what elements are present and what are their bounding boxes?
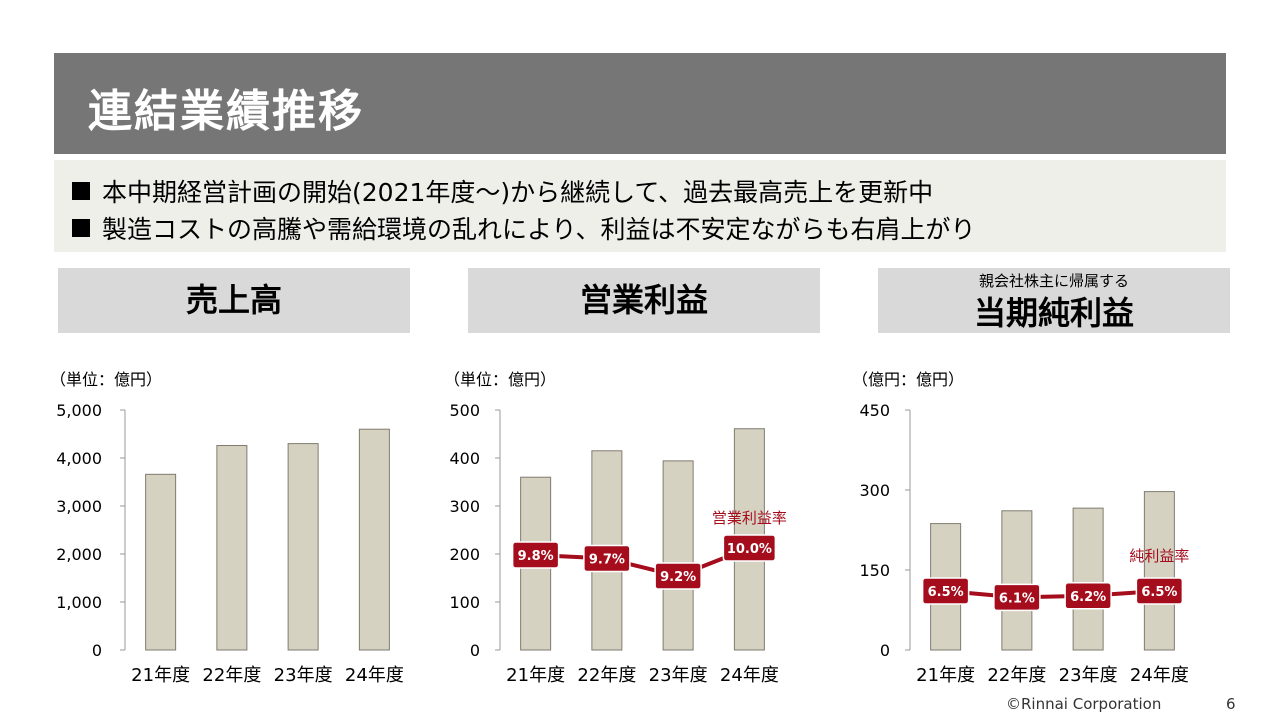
net-profit-chart: 0 150 300 450 21年度 22年度 23年度 24年度 6.5% 6.1% 6.2% 6.… <box>859 401 1189 686</box>
op-panel-title: 営業利益 <box>579 281 708 319</box>
y-tick-label: 150 <box>859 561 890 580</box>
y-tick-label: 300 <box>859 481 890 500</box>
y-tick-label: 5,000 <box>56 401 102 420</box>
y-tick-label: 0 <box>470 641 480 660</box>
bullet-1: 本中期経営計画の開始(2021年度～)から継続して、過去最高売上を更新中 <box>72 173 933 209</box>
rate-point <box>1064 582 1112 610</box>
rate-data-label: 6.5% <box>928 585 964 600</box>
bar <box>662 460 694 651</box>
rate-point <box>511 541 560 569</box>
square-bullet-icon <box>72 182 90 200</box>
y-tick-label: 3,000 <box>56 497 102 516</box>
rate-series-name: 営業利益率 <box>712 509 787 527</box>
rate-data-label: 6.1% <box>999 591 1035 606</box>
y-tick-label: 400 <box>449 449 480 468</box>
rate-point <box>993 583 1041 612</box>
rate-data-label: 6.5% <box>1141 585 1177 600</box>
title-bar: 連結業績推移 <box>54 53 1226 154</box>
y-tick-label: 200 <box>449 545 480 564</box>
square-bullet-icon <box>72 219 90 237</box>
y-tick-label: 100 <box>449 593 480 612</box>
x-tick-label: 22年度 <box>987 665 1046 686</box>
x-tick-label: 24年度 <box>720 665 779 686</box>
rate-data-label: 9.8% <box>518 549 554 564</box>
x-tick-label: 23年度 <box>1059 665 1118 686</box>
y-tick-label: 1,000 <box>56 593 102 612</box>
rate-series-name: 純利益率 <box>1129 547 1189 565</box>
op-panel-header: 営業利益 <box>468 268 820 333</box>
y-tick-label: 500 <box>449 401 480 420</box>
summary-box: 本中期経営計画の開始(2021年度～)から継続して、過去最高売上を更新中 製造コ… <box>54 160 1226 252</box>
rate-point <box>654 562 702 590</box>
bullet-1-text: 本中期経営計画の開始(2021年度～)から継続して、過去最高売上を更新中 <box>102 178 934 207</box>
sales-panel-title: 売上高 <box>185 281 282 319</box>
sales-panel-header: 売上高 <box>58 268 410 333</box>
x-tick-label: 23年度 <box>649 665 708 686</box>
rate-line <box>535 546 751 579</box>
x-tick-label: 24年度 <box>1130 665 1189 686</box>
x-tick-label: 24年度 <box>345 665 404 686</box>
rate-point <box>1135 577 1184 605</box>
x-tick-label: 23年度 <box>274 665 333 686</box>
page-number: 6 <box>1226 695 1236 713</box>
x-tick-label: 22年度 <box>202 665 261 686</box>
rate-line <box>945 589 1160 600</box>
bar <box>216 445 248 651</box>
y-tick-label: 300 <box>449 497 480 516</box>
net-panel-title: 当期純利益 <box>973 294 1134 332</box>
x-tick-label: 21年度 <box>916 665 975 686</box>
rate-data-label: 10.0% <box>727 542 772 557</box>
rate-point <box>921 577 970 605</box>
x-tick-label: 22年度 <box>577 665 636 686</box>
bullet-2-text: 製造コストの高騰や需給環境の乱れにより、利益は不安定ながらも右肩上がり <box>102 215 976 244</box>
y-tick-label: 4,000 <box>56 449 102 468</box>
sales-chart: 0 1,000 2,000 3,000 4,000 5,000 21年度 22年度 23年度 24… <box>56 401 404 686</box>
rate-point <box>583 544 631 573</box>
net-unit-label: （億円：億円） <box>852 370 965 389</box>
copyright: ©Rinnai Corporation <box>1006 695 1162 713</box>
x-tick-label: 21年度 <box>506 665 565 686</box>
operating-profit-chart: 0 100 200 300 400 500 21年度 22年度 23年度 24年度 9.8% 9.7%… <box>449 401 787 686</box>
bar <box>358 428 390 651</box>
x-tick-label: 21年度 <box>131 665 190 686</box>
bar <box>1001 510 1033 651</box>
op-unit-label: （単位：億円） <box>444 370 557 389</box>
bar <box>1072 507 1104 651</box>
y-tick-label: 2,000 <box>56 545 102 564</box>
y-tick-label: 0 <box>92 641 102 660</box>
net-panel-header: 親会社株主に帰属する 当期純利益 <box>878 268 1230 333</box>
rate-data-label: 6.2% <box>1070 590 1106 605</box>
rate-point <box>722 534 777 562</box>
sales-unit-label: （単位：億円） <box>50 370 163 389</box>
net-panel-subtitle: 親会社株主に帰属する <box>978 272 1129 290</box>
y-tick-label: 0 <box>880 641 890 660</box>
bar <box>1143 491 1175 651</box>
rate-data-label: 9.2% <box>660 570 696 585</box>
bar <box>145 473 177 651</box>
y-tick-label: 450 <box>859 401 890 420</box>
bar <box>287 443 319 651</box>
rate-data-label: 9.7% <box>589 553 625 568</box>
bullet-2: 製造コストの高騰や需給環境の乱れにより、利益は不安定ながらも右肩上がり <box>72 210 976 246</box>
page-title: 連結業績推移 <box>88 86 364 137</box>
